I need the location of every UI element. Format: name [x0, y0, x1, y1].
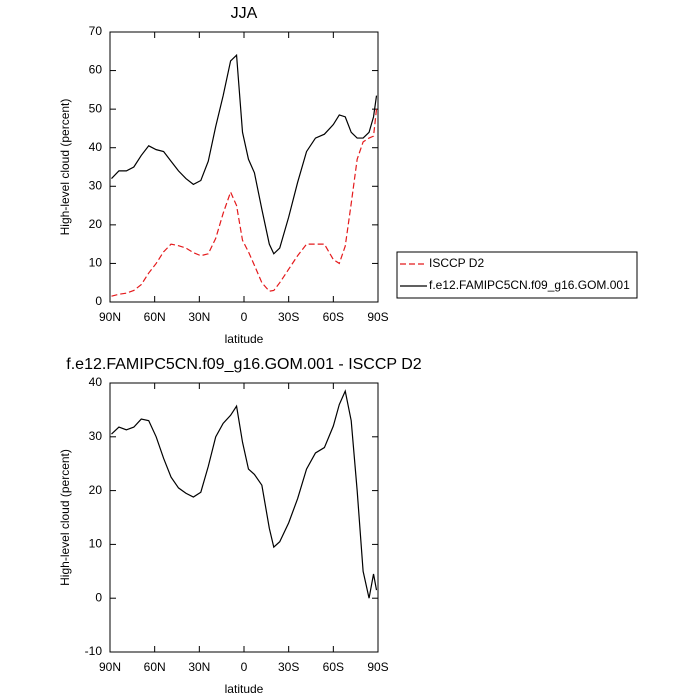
legend-label: f.e12.FAMIPC5CN.f09_g16.GOM.001	[429, 278, 630, 292]
y-tick-label: 30	[89, 429, 103, 443]
y-tick-label: 0	[95, 294, 102, 308]
y-tick-label: 30	[89, 178, 103, 192]
data-line	[111, 109, 378, 297]
y-axis-label: High-level cloud (percent)	[58, 449, 72, 586]
x-tick-label: 60N	[144, 310, 166, 324]
y-tick-label: 40	[89, 375, 103, 389]
chart-title: f.e12.FAMIPC5CN.f09_g16.GOM.001 - ISCCP …	[66, 356, 422, 373]
x-tick-label: 0	[241, 310, 248, 324]
x-tick-label: 60N	[144, 660, 166, 674]
chart-title: JJA	[231, 5, 258, 22]
x-tick-label: 90S	[367, 660, 388, 674]
x-tick-label: 30S	[278, 310, 299, 324]
x-tick-label: 60S	[323, 660, 344, 674]
x-tick-label: 90S	[367, 310, 388, 324]
y-tick-label: 40	[89, 140, 103, 154]
x-axis-label: latitude	[225, 332, 264, 346]
x-axis-label: latitude	[225, 682, 264, 696]
x-tick-label: 90N	[99, 310, 121, 324]
data-line	[111, 389, 378, 599]
y-tick-label: 70	[89, 24, 103, 38]
x-tick-label: 60S	[323, 310, 344, 324]
y-tick-label: 50	[89, 101, 103, 115]
y-tick-label: 10	[89, 256, 103, 270]
x-tick-label: 0	[241, 660, 248, 674]
legend-box	[396, 251, 638, 299]
y-tick-label: -10	[85, 644, 103, 658]
y-tick-label: 60	[89, 63, 103, 77]
x-tick-label: 30N	[188, 310, 210, 324]
y-tick-label: 10	[89, 537, 103, 551]
y-tick-label: 20	[89, 483, 103, 497]
data-line	[111, 53, 378, 255]
y-tick-label: 20	[89, 217, 103, 231]
chart-panel: f.e12.FAMIPC5CN.f09_g16.GOM.001 - ISCCP …	[58, 356, 422, 696]
x-tick-label: 30S	[278, 660, 299, 674]
y-tick-label: 0	[95, 590, 102, 604]
y-axis-label: High-level cloud (percent)	[58, 99, 72, 236]
chart-panel: JJA latitude High-level cloud (percent) 0 10…	[58, 5, 638, 346]
x-tick-label: 90N	[99, 660, 121, 674]
plot-frame	[109, 31, 379, 303]
legend-label: ISCCP D2	[429, 256, 484, 270]
plot-frame	[109, 382, 379, 653]
x-tick-label: 30N	[188, 660, 210, 674]
